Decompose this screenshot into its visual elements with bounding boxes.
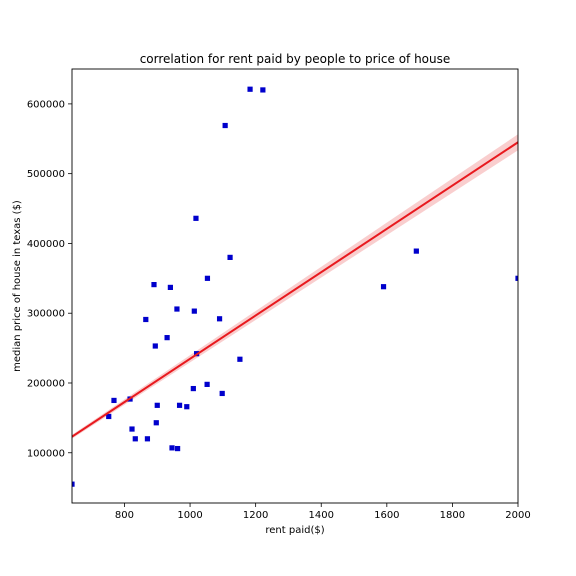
data-point	[151, 282, 157, 288]
y-axis-label: median price of house in texas ($)	[12, 200, 23, 372]
data-point	[132, 436, 138, 442]
data-point	[152, 343, 158, 349]
plot-area: 800 1000 1200 1400 1600 1800 2000 100000 200000 3…	[27, 68, 531, 521]
data-point	[193, 215, 199, 221]
data-point	[154, 402, 160, 408]
data-point	[515, 275, 518, 281]
data-point	[380, 284, 387, 290]
data-point	[247, 86, 253, 92]
data-point	[106, 413, 112, 420]
x-tick-label: 2000	[505, 510, 530, 521]
data-point	[216, 316, 223, 322]
data-point	[144, 436, 151, 442]
data-point	[174, 306, 180, 312]
data-point	[204, 275, 211, 281]
data-point	[175, 445, 181, 452]
data-point	[164, 335, 170, 341]
plot-frame	[71, 68, 519, 504]
data-point	[222, 122, 228, 129]
x-tick-label: 1000	[177, 510, 202, 521]
x-tick-label: 1800	[440, 510, 465, 521]
data-point	[111, 397, 117, 404]
data-point	[129, 426, 135, 432]
y-tick-label: 500000	[27, 169, 65, 180]
data-point	[176, 402, 183, 408]
y-tick-label: 600000	[27, 99, 65, 110]
data-point	[219, 390, 225, 397]
data-point	[204, 381, 210, 387]
data-point	[184, 404, 190, 410]
regression-line	[72, 141, 518, 438]
data-point	[167, 284, 173, 290]
x-tick-label: 1400	[309, 510, 334, 521]
y-tick-label: 100000	[27, 448, 65, 459]
y-tick-label: 300000	[27, 309, 65, 320]
data-point	[169, 445, 175, 451]
data-point	[237, 356, 243, 362]
x-tick-label: 1600	[374, 510, 399, 521]
data-point	[72, 481, 75, 487]
data-point	[260, 87, 266, 93]
data-point	[191, 308, 197, 314]
data-point	[190, 385, 196, 392]
chart-title: correlation for rent paid by people to p…	[140, 52, 451, 66]
x-axis-label: rent paid($)	[265, 525, 324, 536]
x-tick-label: 800	[115, 510, 134, 521]
y-tick-label: 400000	[27, 239, 65, 250]
data-point	[143, 316, 149, 323]
data-point	[413, 248, 419, 254]
data-point	[227, 254, 233, 260]
data-point	[153, 420, 159, 426]
y-tick-label: 200000	[27, 378, 65, 389]
x-tick-label: 1200	[243, 510, 268, 521]
